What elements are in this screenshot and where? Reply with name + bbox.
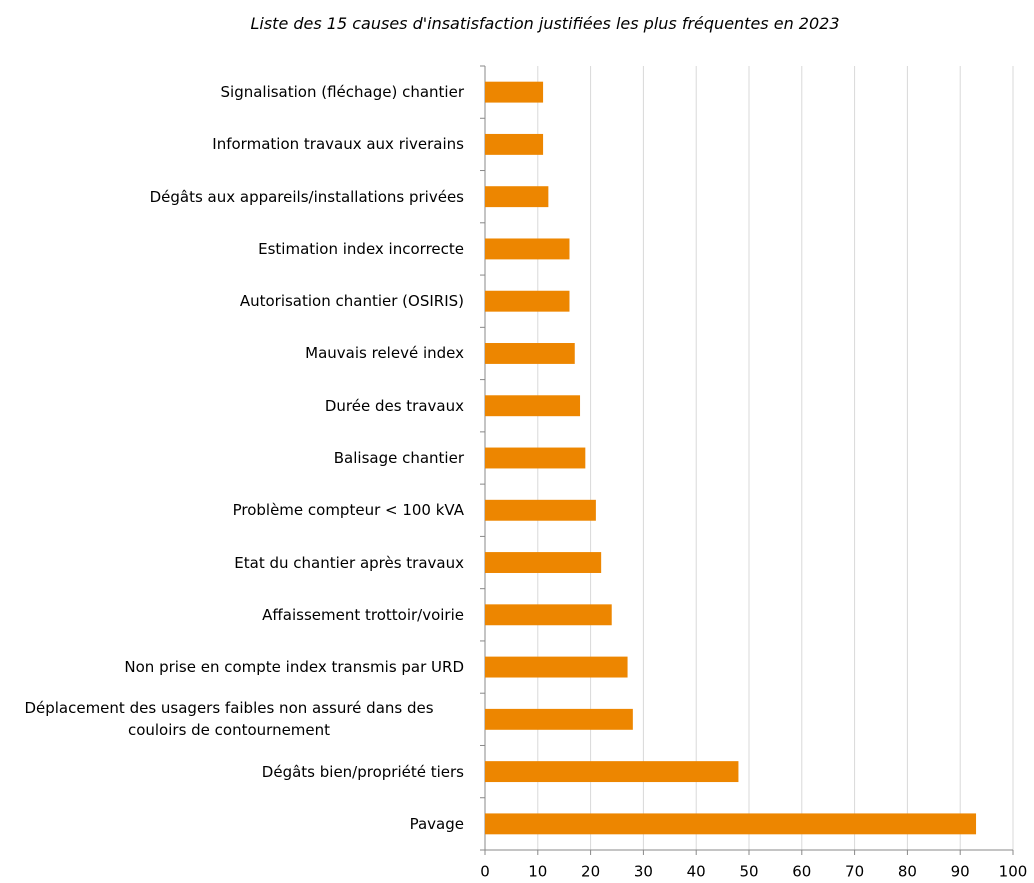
- y-tick-label-box: Problème compteur < 100 kVA: [0, 484, 464, 536]
- y-tick-label-box: Déplacement des usagers faibles non assu…: [0, 693, 464, 745]
- bar: [485, 343, 575, 364]
- y-tick-label: Non prise en compte index transmis par U…: [124, 658, 464, 677]
- bar: [485, 395, 581, 417]
- y-tick-label-box: Information travaux aux riverains: [0, 118, 464, 170]
- bar: [485, 290, 570, 312]
- x-tick-label: 30: [634, 863, 653, 881]
- bar: [485, 708, 633, 730]
- y-tick-label-box: Autorisation chantier (OSIRIS): [0, 275, 464, 327]
- x-tick-label: 10: [528, 863, 547, 881]
- y-tick-label-box: Balisage chantier: [0, 432, 464, 484]
- bar: [485, 761, 739, 783]
- bar: [485, 186, 549, 208]
- y-tick-label: Déplacement des usagers faibles non assu…: [24, 699, 434, 740]
- y-tick-label: Dégâts aux appareils/installations privé…: [149, 187, 464, 206]
- y-tick-label: Problème compteur < 100 kVA: [232, 501, 464, 520]
- x-tick-label: 40: [687, 863, 706, 881]
- y-tick-label: Balisage chantier: [333, 448, 464, 467]
- bar: [485, 238, 570, 260]
- y-tick-label: Dégâts bien/propriété tiers: [261, 762, 464, 781]
- x-tick-label: 80: [898, 863, 917, 881]
- bar: [485, 813, 977, 835]
- y-tick-label-box: Dégâts bien/propriété tiers: [0, 745, 464, 797]
- y-tick-label: Affaissement trottoir/voirie: [262, 605, 464, 624]
- y-tick-label: Signalisation (fléchage) chantier: [220, 83, 465, 102]
- y-tick-label-box: Dégâts aux appareils/installations privé…: [0, 171, 464, 223]
- bar: [485, 552, 602, 573]
- y-tick-label: Durée des travaux: [324, 396, 464, 415]
- x-tick-label: 60: [792, 863, 811, 881]
- y-tick-label: Etat du chantier après travaux: [234, 553, 464, 572]
- x-tick-label: 70: [845, 863, 864, 881]
- bar: [485, 499, 596, 521]
- y-tick-label: Mauvais relevé index: [305, 344, 464, 363]
- y-tick-label-box: Non prise en compte index transmis par U…: [0, 641, 464, 693]
- x-tick-label: 100: [999, 863, 1028, 881]
- y-tick-label: Estimation index incorrecte: [258, 239, 464, 258]
- x-tick-label: 90: [951, 863, 970, 881]
- x-tick-label: 0: [480, 863, 490, 881]
- y-tick-label: Pavage: [409, 814, 464, 833]
- chart-title: Liste des 15 causes d'insatisfaction jus…: [250, 14, 840, 33]
- bar: [485, 604, 612, 626]
- y-tick-label: Information travaux aux riverains: [212, 135, 464, 154]
- y-tick-label: Autorisation chantier (OSIRIS): [239, 292, 464, 311]
- y-tick-label-box: Estimation index incorrecte: [0, 223, 464, 275]
- x-tick-label: 50: [739, 863, 758, 881]
- bar: [485, 81, 544, 103]
- y-tick-label-box: Signalisation (fléchage) chantier: [0, 66, 465, 118]
- bar: [485, 133, 544, 155]
- y-tick-label-box: Pavage: [0, 798, 464, 850]
- y-tick-label-box: Etat du chantier après travaux: [0, 536, 464, 588]
- x-tick-label: 20: [581, 863, 600, 881]
- bar: [485, 656, 628, 678]
- y-tick-label-box: Affaissement trottoir/voirie: [0, 589, 464, 641]
- y-tick-label-box: Mauvais relevé index: [0, 327, 464, 379]
- bar: [485, 447, 586, 469]
- y-tick-label-box: Durée des travaux: [0, 380, 464, 432]
